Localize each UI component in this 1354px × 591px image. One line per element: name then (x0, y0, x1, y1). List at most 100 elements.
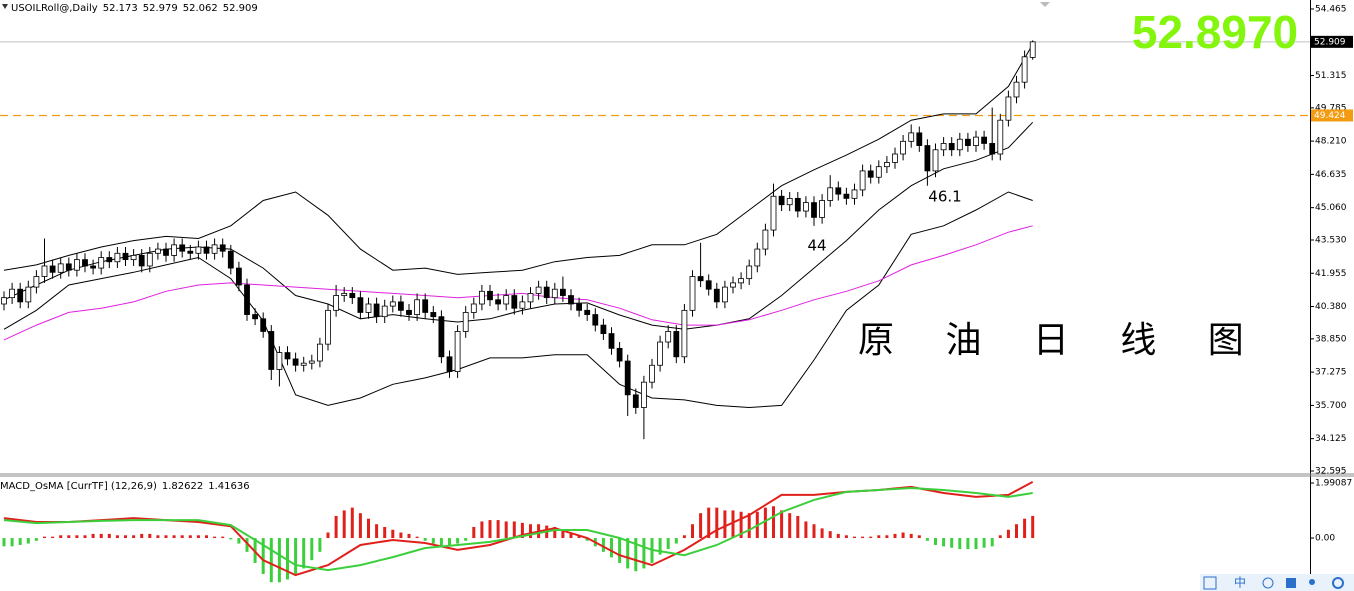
y-tick-label: 46.635 (1315, 170, 1347, 180)
candle-body (730, 282, 736, 288)
candle-body (568, 295, 574, 305)
toolbar-icon[interactable] (1332, 577, 1344, 589)
candle-body (284, 352, 291, 360)
histogram-bar (326, 532, 330, 539)
histogram-bar (415, 536, 419, 539)
histogram-bar (836, 533, 840, 539)
histogram-bar (205, 535, 208, 539)
histogram-bar (739, 511, 743, 539)
candle-body (470, 303, 477, 313)
candle-body (989, 143, 996, 155)
histogram-bar (156, 535, 160, 539)
candle-body (171, 244, 178, 256)
candle-body (325, 309, 331, 345)
candle-body (924, 145, 931, 172)
histogram-bar (472, 526, 476, 539)
candle-body (41, 265, 48, 277)
indicator-value: 1.82622 (162, 481, 203, 492)
histogram-bar (83, 535, 87, 539)
candle-body (875, 166, 882, 178)
candle-body (1029, 41, 1036, 58)
candle-body (219, 244, 226, 252)
y-tick-label: 37.275 (1315, 368, 1347, 378)
candle-body (341, 293, 348, 296)
y-tick-label: 40.380 (1315, 302, 1347, 312)
candle-body (195, 246, 202, 254)
histogram-bar (464, 538, 468, 541)
candle-body (859, 170, 866, 191)
toolbar-icon[interactable] (1203, 576, 1217, 590)
histogram-bar (925, 538, 929, 541)
histogram-bar (18, 538, 22, 545)
candle-body (478, 290, 485, 305)
overlay-line (3, 191, 1033, 409)
histogram-bar (1006, 529, 1010, 539)
candle-body (373, 303, 380, 318)
histogram-bar (828, 531, 832, 539)
histogram-bar (367, 518, 370, 539)
candle-body (25, 286, 32, 303)
ohlc-value: 52.173 (103, 3, 138, 14)
histogram-bar (107, 533, 111, 539)
candle-body (82, 259, 88, 267)
histogram-bar (375, 524, 379, 539)
candle-body (357, 297, 364, 313)
candle-body (762, 229, 769, 250)
histogram-bar (812, 524, 816, 539)
y-tick-label: 35.700 (1315, 401, 1347, 411)
candle-body (811, 202, 817, 218)
candle-body (900, 140, 906, 155)
candle-body (1021, 56, 1028, 83)
histogram-bar (124, 535, 127, 539)
candle-body (260, 318, 267, 332)
price-label: 52.909 (1314, 37, 1346, 47)
histogram-bar (496, 520, 500, 539)
menu-triangle[interactable] (2, 4, 8, 9)
histogram-bar (180, 535, 184, 539)
toolbar-icon[interactable] (1262, 577, 1274, 589)
histogram-bar (674, 538, 678, 544)
candle-body (74, 259, 80, 271)
histogram-bar (1023, 518, 1027, 539)
level-label: 49.424 (1314, 111, 1346, 121)
candle-body (576, 303, 582, 311)
toolbar-icon[interactable] (1309, 579, 1315, 585)
candle-body (487, 290, 493, 301)
histogram-bar (561, 529, 565, 539)
histogram-bar (504, 521, 508, 539)
histogram-bar (172, 535, 176, 539)
histogram-bar (318, 538, 322, 552)
candle-body (292, 358, 299, 366)
y-tick-label: 43.530 (1315, 235, 1347, 245)
histogram-bar (245, 538, 249, 552)
y-tick-label: 41.955 (1315, 269, 1347, 279)
histogram-bar (512, 521, 516, 539)
y-tick-label: 48.210 (1315, 137, 1347, 147)
histogram-bar (2, 538, 6, 547)
histogram-bar (958, 538, 962, 550)
y-tick-label: 54.465 (1315, 4, 1347, 14)
histogram-bar (1031, 515, 1035, 539)
candle-body (673, 331, 680, 358)
histogram-bar (480, 521, 484, 539)
candle-body (406, 309, 412, 315)
histogram-bar (682, 535, 686, 539)
macd-line (3, 486, 1033, 572)
candle-body (114, 252, 121, 263)
y-tick-label: 45.060 (1315, 203, 1347, 213)
candle-body (519, 301, 526, 309)
candle-body (130, 255, 137, 261)
candle-body (608, 333, 615, 349)
histogram-bar (26, 538, 30, 544)
candle-body (827, 187, 834, 201)
candle-body (932, 149, 939, 172)
histogram-bar (310, 538, 314, 561)
candle-body (389, 301, 396, 307)
histogram-bar (132, 535, 136, 539)
toolbar-icon[interactable] (1286, 578, 1296, 588)
histogram-bar (91, 533, 95, 539)
toolbar-label[interactable]: 中 (1234, 575, 1246, 590)
candle-body (203, 246, 210, 254)
